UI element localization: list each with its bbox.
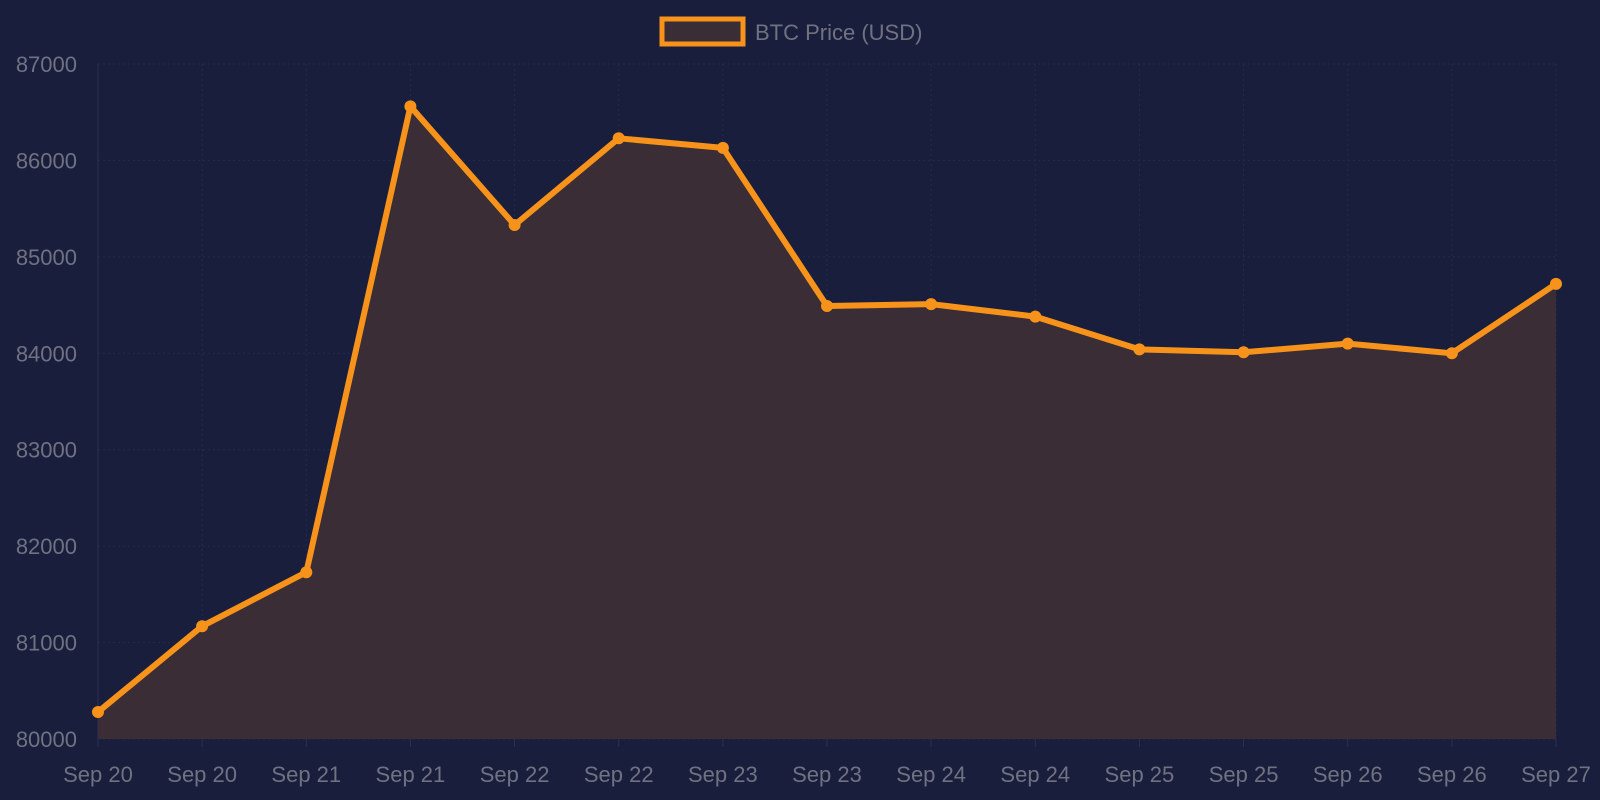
data-point[interactable] bbox=[1445, 347, 1458, 360]
series-area-fill bbox=[98, 106, 1556, 739]
x-axis: Sep 20 Sep 20 Sep 21 Sep 21 Sep 22 Sep 22 Sep … bbox=[63, 739, 1591, 787]
data-point[interactable] bbox=[92, 706, 104, 718]
x-tick-label: Sep 23 bbox=[792, 762, 862, 787]
y-tick-label: 86000 bbox=[16, 148, 77, 173]
data-point[interactable] bbox=[1550, 277, 1562, 290]
y-tick-label: 83000 bbox=[16, 438, 77, 463]
legend[interactable]: BTC Price (USD) bbox=[659, 16, 922, 47]
data-point[interactable] bbox=[821, 300, 833, 312]
x-tick-label: Sep 21 bbox=[376, 762, 446, 787]
x-tick-label: Sep 21 bbox=[271, 762, 341, 787]
data-point[interactable] bbox=[404, 100, 417, 113]
x-tick-label: Sep 22 bbox=[480, 762, 550, 787]
data-point[interactable] bbox=[925, 298, 938, 311]
y-tick-label: 87000 bbox=[16, 52, 77, 77]
x-tick-label: Sep 26 bbox=[1313, 762, 1383, 787]
data-point[interactable] bbox=[300, 566, 313, 579]
y-tick-label: 80000 bbox=[16, 727, 77, 752]
y-axis: 80000 81000 82000 83000 84000 85000 86000 87000 bbox=[16, 52, 99, 752]
legend-label[interactable]: BTC Price (USD) bbox=[755, 20, 922, 45]
x-tick-label: Sep 24 bbox=[1000, 762, 1070, 787]
data-point[interactable] bbox=[508, 219, 521, 231]
y-tick-label: 84000 bbox=[16, 341, 77, 366]
data-point[interactable] bbox=[1341, 337, 1354, 350]
y-tick-label: 82000 bbox=[16, 534, 77, 559]
y-tick-label: 85000 bbox=[16, 245, 77, 270]
series-btc-price bbox=[92, 100, 1562, 739]
data-point[interactable] bbox=[1029, 310, 1042, 323]
x-tick-label: Sep 25 bbox=[1105, 762, 1175, 787]
x-tick-label: Sep 25 bbox=[1209, 762, 1279, 787]
data-point[interactable] bbox=[196, 620, 209, 633]
data-point[interactable] bbox=[612, 132, 625, 145]
y-tick-label: 81000 bbox=[16, 631, 77, 656]
x-tick-label: Sep 20 bbox=[167, 762, 237, 787]
data-point[interactable] bbox=[1133, 343, 1146, 356]
x-tick-label: Sep 22 bbox=[584, 762, 654, 787]
data-point[interactable] bbox=[716, 141, 729, 154]
x-tick-label: Sep 27 bbox=[1521, 762, 1591, 787]
x-tick-label: Sep 23 bbox=[688, 762, 758, 787]
legend-swatch[interactable] bbox=[659, 16, 746, 47]
x-tick-label: Sep 24 bbox=[896, 762, 966, 787]
data-point[interactable] bbox=[1237, 346, 1250, 359]
x-tick-label: Sep 20 bbox=[63, 762, 133, 787]
x-tick-label: Sep 26 bbox=[1417, 762, 1487, 787]
